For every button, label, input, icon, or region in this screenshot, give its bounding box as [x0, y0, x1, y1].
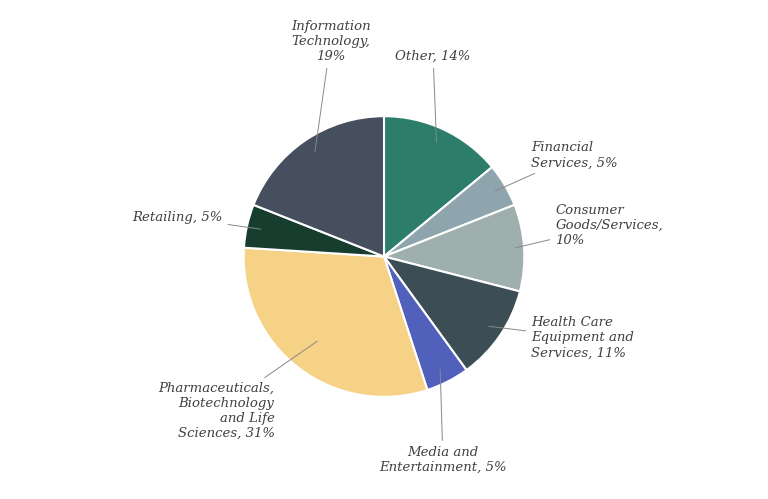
Text: Information
Technology,
19%: Information Technology, 19% [291, 20, 370, 152]
Wedge shape [253, 116, 384, 256]
Wedge shape [244, 205, 384, 256]
Text: Retailing, 5%: Retailing, 5% [132, 211, 260, 229]
Wedge shape [384, 116, 492, 256]
Text: Health Care
Equipment and
Services, 11%: Health Care Equipment and Services, 11% [489, 316, 634, 359]
Text: Other, 14%: Other, 14% [396, 50, 471, 142]
Text: Pharmaceuticals,
Biotechnology
and Life
Sciences, 31%: Pharmaceuticals, Biotechnology and Life … [158, 341, 317, 440]
Wedge shape [384, 256, 520, 370]
Text: Consumer
Goods/Services,
10%: Consumer Goods/Services, 10% [515, 204, 663, 248]
Text: Media and
Entertainment, 5%: Media and Entertainment, 5% [379, 369, 507, 474]
Wedge shape [384, 167, 515, 256]
Wedge shape [384, 205, 525, 291]
Wedge shape [243, 248, 427, 397]
Wedge shape [384, 256, 466, 390]
Text: Financial
Services, 5%: Financial Services, 5% [495, 142, 618, 191]
